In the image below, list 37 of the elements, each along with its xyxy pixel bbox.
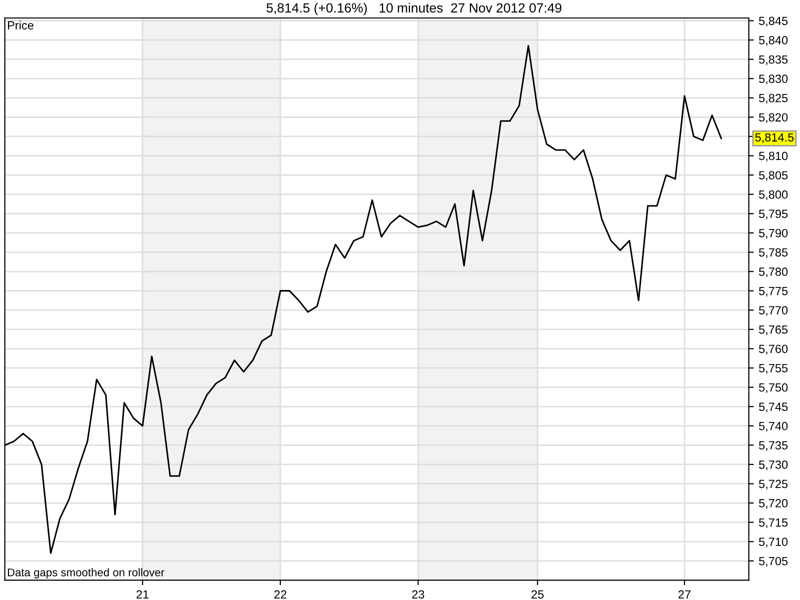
y-tick-label: 5,785 <box>758 248 788 258</box>
y-tick-label: 5,770 <box>758 306 788 316</box>
y-axis-title: Price <box>8 20 34 30</box>
x-tick-label: 27 <box>678 590 690 598</box>
y-tick-label: 5,755 <box>758 364 788 374</box>
y-tick-label: 5,795 <box>758 210 788 220</box>
y-tick-label: 5,820 <box>758 113 788 123</box>
y-tick-label: 5,780 <box>758 268 788 278</box>
y-tick-label: 5,735 <box>758 441 788 451</box>
y-tick-label: 5,830 <box>758 74 788 84</box>
y-tick-label: 5,845 <box>758 16 788 26</box>
y-tick-label: 5,720 <box>758 499 788 509</box>
y-tick-label: 5,775 <box>758 286 788 297</box>
y-tick-label: 5,715 <box>758 518 788 528</box>
annotation: Data gaps smoothed on rollover <box>8 568 164 579</box>
y-tick-label: 5,725 <box>758 480 788 490</box>
x-tick-label: 25 <box>532 590 544 599</box>
y-tick-label: 5,740 <box>758 422 788 432</box>
y-tick-label: 5,710 <box>758 538 788 548</box>
y-tick-label: 5,810 <box>758 152 788 162</box>
y-tick-label: 5,800 <box>758 190 788 200</box>
y-tick-label: 5,790 <box>758 228 788 239</box>
y-tick-label: 5,745 <box>758 402 788 412</box>
x-tick-label: 21 <box>136 590 149 598</box>
y-tick-label: 5,825 <box>758 94 788 104</box>
y-tick-label: 5,840 <box>758 36 788 46</box>
y-tick-label: 5,750 <box>758 383 788 394</box>
y-tick-label: 5,730 <box>758 460 788 470</box>
chart-title: 5,814.5 (+0.16%) 10 minutes 27 Nov 2012 07:49 <box>266 2 562 16</box>
x-tick-label: 23 <box>412 590 424 599</box>
x-tick-label: 22 <box>274 590 286 598</box>
y-tick-label: 5,760 <box>758 344 788 354</box>
y-tick-label: 5,805 <box>758 171 788 181</box>
y-tick-label: 5,765 <box>758 325 788 336</box>
text: 5,814.5 <box>755 133 794 143</box>
y-tick-label: 5,835 <box>758 55 788 66</box>
y-tick-label: 5,705 <box>758 556 788 567</box>
